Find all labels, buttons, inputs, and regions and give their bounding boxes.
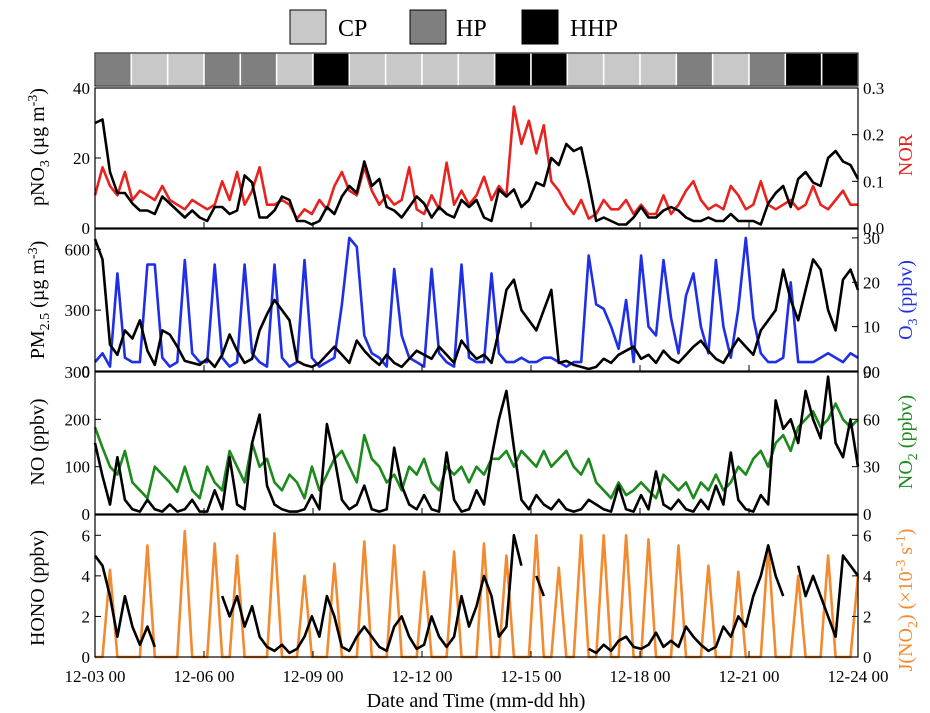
pollution-segment	[130, 52, 169, 87]
series-line-left	[94, 118, 860, 226]
pollution-segment	[166, 52, 205, 87]
series-line-left	[93, 238, 860, 371]
series-line-right	[93, 105, 858, 220]
pollution-segment	[348, 52, 387, 87]
pollution-segment	[784, 52, 823, 87]
left-tick-label: 2	[82, 607, 91, 626]
left-tick-label: 20	[73, 149, 90, 168]
legend: CP HP HHP	[289, 9, 618, 45]
pollution-segment	[530, 52, 569, 87]
right-tick-label: 60	[863, 410, 880, 429]
panel-hono-jno2: 0 2 4 6 0 2 4 6	[82, 514, 872, 667]
panel-pno3-nor: 0 20 40 0.0 0.1 0.2 0.3	[73, 79, 884, 238]
ylabel-jno2: J(NO2) (×10-3 s-1)	[894, 529, 921, 672]
x-tick-label: 12-09 00	[283, 667, 344, 686]
right-tick-label: 0.2	[863, 126, 884, 145]
x-tick-label: 12-21 00	[719, 667, 780, 686]
left-tick-label: 300	[65, 301, 91, 320]
left-tick-label: 0	[82, 219, 91, 238]
x-axis-ticks: 12-03 00 12-06 00 12-09 00 12-12 00 12-15 00…	[65, 667, 889, 686]
left-tick-label: 100	[65, 458, 91, 477]
series-line-right	[93, 402, 859, 500]
pollution-segment	[602, 52, 641, 87]
left-axis-titles: pNO3 (µg m-3) PM2.5 (µg m-3) NO (ppbv) H…	[26, 88, 53, 646]
panel-frame	[94, 514, 859, 658]
left-tick-label: 40	[73, 79, 90, 98]
pollution-segment	[639, 52, 678, 87]
right-tick-label: 2	[863, 607, 872, 626]
ylabel-pm25: PM2.5 (µg m-3)	[26, 241, 53, 360]
pollution-bar-frame	[94, 52, 859, 87]
left-tick-label: 4	[82, 567, 91, 586]
right-tick-label: 0	[863, 505, 872, 524]
right-tick-label: 0	[863, 362, 872, 381]
left-tick-label: 6	[82, 526, 91, 545]
legend-swatch-hhp	[521, 9, 559, 45]
x-tick-label: 12-15 00	[501, 667, 562, 686]
left-tick-label: 300	[65, 363, 91, 382]
left-tick-label: 600	[65, 240, 91, 259]
right-tick-label: 6	[863, 526, 872, 545]
x-tick-label: 12-03 00	[65, 667, 126, 686]
x-tick-label: 12-12 00	[392, 667, 453, 686]
ylabel-no2: NO2 (ppbv)	[895, 395, 921, 489]
series-line-left	[93, 375, 860, 513]
pollution-segment	[457, 52, 496, 87]
pollution-classification-bar	[94, 52, 859, 87]
x-tick-label: 12-18 00	[610, 667, 671, 686]
x-axis-title: Date and Time (mm-dd hh)	[367, 690, 586, 712]
panel-frame	[94, 228, 859, 372]
ylabel-pno3: pNO3 (µg m-3)	[26, 88, 53, 206]
pollution-segment	[275, 52, 314, 87]
right-tick-label: 0.0	[863, 219, 884, 238]
pollution-segment	[748, 52, 787, 87]
left-tick-label: 0	[82, 505, 91, 524]
series-line-right	[95, 529, 860, 659]
right-tick-label: 4	[863, 567, 872, 586]
right-tick-label: 30	[863, 458, 880, 477]
pollution-segment	[239, 52, 278, 87]
pollution-segment	[94, 52, 133, 87]
legend-swatch-cp	[289, 9, 327, 45]
ylabel-hono: HONO (ppbv)	[27, 530, 49, 646]
legend-label-cp: CP	[338, 16, 367, 42]
ylabel-nor: NOR	[895, 133, 917, 176]
right-tick-label: 0.3	[863, 79, 884, 98]
right-tick-label: 10	[863, 318, 880, 337]
right-tick-label: 0	[863, 648, 872, 667]
pollution-segment	[820, 52, 859, 87]
pollution-segment	[711, 52, 750, 87]
right-tick-label: 0.1	[863, 172, 884, 191]
series-line-left	[93, 534, 860, 655]
left-tick-label: 200	[65, 410, 91, 429]
right-axis-titles: NOR O3 (ppbv) NO2 (ppbv) J(NO2) (×10-3 s…	[894, 133, 921, 671]
pollution-segment	[384, 52, 423, 87]
left-tick-label: 0	[82, 648, 91, 667]
right-tick-label: 90	[863, 363, 880, 382]
right-tick-label: 20	[863, 273, 880, 292]
legend-swatch-hp	[409, 9, 447, 45]
left-tick-label: 0	[82, 362, 91, 381]
pollution-segment	[566, 52, 605, 87]
legend-label-hp: HP	[456, 16, 487, 42]
panel-frame	[94, 371, 859, 515]
x-tick-label: 12-24 00	[828, 667, 889, 686]
pollution-segment	[493, 52, 532, 87]
ylabel-no: NO (ppbv)	[27, 398, 49, 485]
x-tick-label: 12-06 00	[174, 667, 235, 686]
ylabel-o3: O3 (ppbv)	[895, 260, 921, 340]
pollution-segment	[203, 52, 242, 87]
right-tick-label: 30	[863, 229, 880, 248]
legend-label-hhp: HHP	[570, 16, 618, 42]
series-line-right	[94, 236, 859, 368]
pollution-segment	[312, 52, 351, 87]
pollution-segment	[675, 52, 714, 87]
pollution-segment	[421, 52, 460, 87]
